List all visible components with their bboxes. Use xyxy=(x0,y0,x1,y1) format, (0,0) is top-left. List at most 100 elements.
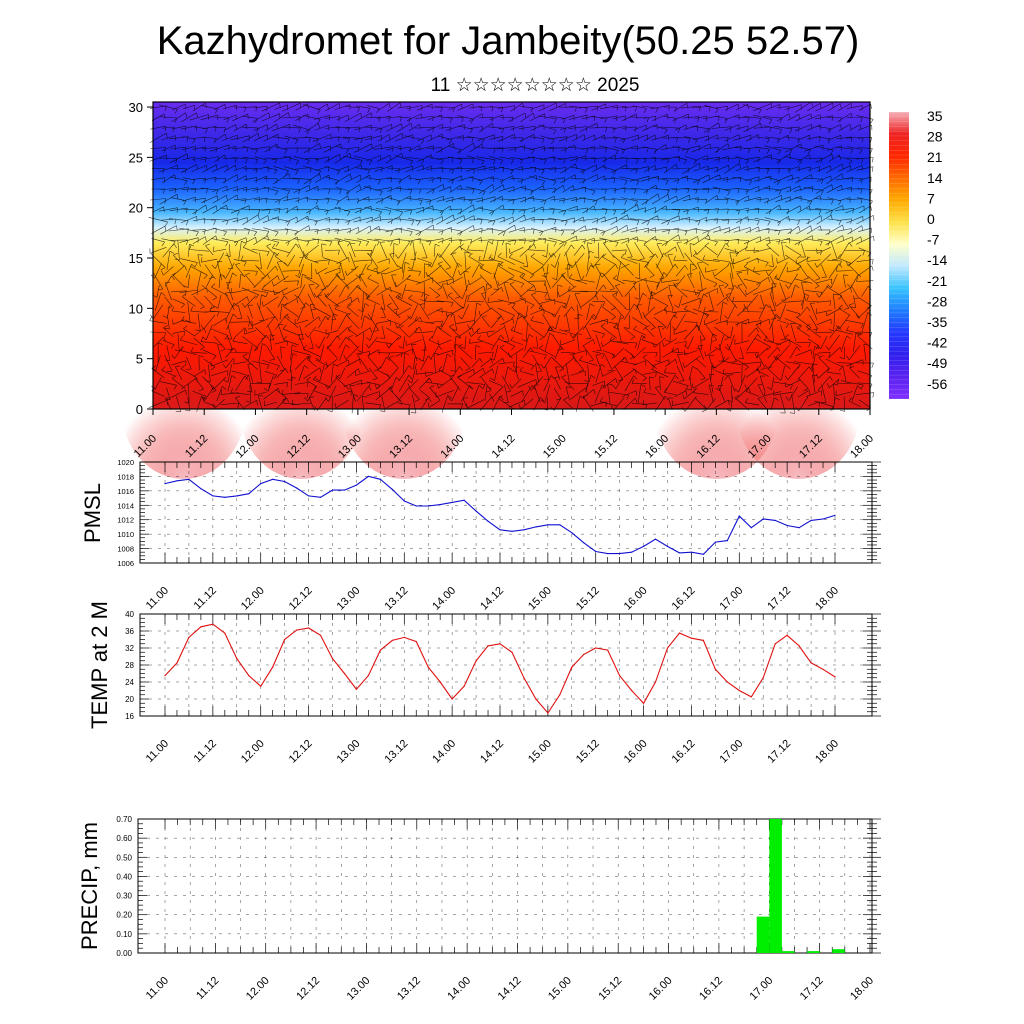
y-tick-label: 32 xyxy=(125,644,134,653)
x-tick-label: 15.00 xyxy=(526,585,554,613)
colorbar-strip xyxy=(889,112,909,399)
precip-bar xyxy=(769,819,782,953)
x-tick-label: 11.12 xyxy=(194,975,221,1002)
pmsl-point xyxy=(236,495,238,497)
temp-2m-point xyxy=(319,634,322,636)
y-axis-label: PMSL xyxy=(80,483,105,543)
heatmap-y-tick-label: 5 xyxy=(136,352,143,367)
x-tick-label: 12.12 xyxy=(287,585,315,613)
pmsl-point xyxy=(571,532,573,534)
pmsl-point xyxy=(367,475,369,477)
y-tick-label: 0.70 xyxy=(116,815,132,824)
temp-2m-point xyxy=(690,637,693,639)
temp-2m-point xyxy=(738,689,740,692)
temp-2m-point xyxy=(224,632,226,634)
temp-2m-point xyxy=(571,666,573,668)
temp-2m-point xyxy=(260,685,262,687)
pmsl-point xyxy=(308,495,310,497)
pmsl-point xyxy=(750,527,752,529)
colorbar-label: -49 xyxy=(927,355,947,371)
pmsl-point xyxy=(212,495,214,497)
x-tick-label: 11.00 xyxy=(144,585,171,612)
temp-2m-point xyxy=(643,702,645,704)
y-tick-label: 1020 xyxy=(117,458,134,467)
temp-2m-point xyxy=(702,639,705,642)
x-tick-label: 16.12 xyxy=(670,585,698,613)
temp-2m-point xyxy=(451,698,453,700)
heatmap-y-tick-label: 25 xyxy=(129,150,143,165)
x-tick-label: 11.00 xyxy=(144,975,171,1002)
pmsl-point xyxy=(595,550,597,553)
pmsl-point xyxy=(654,538,657,540)
x-tick-label: 15.00 xyxy=(526,738,554,766)
temp-2m-point xyxy=(236,658,238,660)
pmsl-point xyxy=(463,499,465,501)
y-tick-label: 24 xyxy=(125,678,134,687)
temp-2m-point xyxy=(595,647,597,649)
x-tick-label: 12.00 xyxy=(239,738,267,766)
y-tick-label: 0.60 xyxy=(116,834,132,843)
panel-frame xyxy=(139,461,873,564)
pmsl-point xyxy=(535,526,537,528)
temp-2m-point xyxy=(654,681,657,683)
temp-2m-point xyxy=(750,696,752,698)
y-tick-label: 36 xyxy=(125,627,134,636)
pmsl-point xyxy=(834,514,836,517)
colorbar-label: 21 xyxy=(927,149,943,165)
temp-2m-point xyxy=(798,645,800,647)
grid xyxy=(140,462,872,563)
temp-2m-point xyxy=(379,649,381,651)
heatmap-y-tick-label: 30 xyxy=(129,100,143,115)
temp-2m-point xyxy=(678,632,681,634)
temp-2m-point xyxy=(762,677,764,679)
y-tick-label: 1012 xyxy=(117,516,134,525)
colorbar-label: 14 xyxy=(927,170,943,186)
pmsl-point xyxy=(774,519,776,522)
pmsl-point xyxy=(176,480,178,482)
y-tick-label: 1018 xyxy=(117,472,134,481)
pmsl-point xyxy=(499,529,501,531)
pmsl-point xyxy=(714,541,717,543)
x-tick-label: 15.12 xyxy=(574,738,602,766)
pmsl-point xyxy=(296,487,298,489)
y-tick-label: 1016 xyxy=(117,487,134,496)
pmsl-point xyxy=(224,496,226,498)
x-tick-label: 17.00 xyxy=(717,738,745,766)
pmsl-point xyxy=(666,545,669,548)
pmsl-point xyxy=(643,545,645,548)
x-tick-label: 12.12 xyxy=(287,738,315,766)
pmsl-point xyxy=(379,478,381,480)
temp-2m-point xyxy=(415,641,417,643)
pmsl-point xyxy=(415,505,417,507)
chart-title: Kazhydromet for Jambeity(50.25 52.57) xyxy=(157,19,860,63)
temp-2m-point xyxy=(403,636,405,639)
temp-2m-point xyxy=(559,694,561,696)
x-tick-label: 13.00 xyxy=(345,975,373,1003)
temp-2m-point xyxy=(499,643,501,645)
y-tick-label: 1008 xyxy=(117,545,134,554)
y-tick-label: 0.40 xyxy=(116,872,132,881)
heatmap-x-tick-label: 15.12 xyxy=(592,433,620,461)
x-tick-label: 13.12 xyxy=(395,975,423,1003)
precip-bar xyxy=(807,951,820,953)
pmsl-point xyxy=(200,488,202,490)
precip-panel: 0.00 0.10 0.20 0.30 0.40 0.50 0.60 0.70 11.00 11.… xyxy=(77,815,881,1003)
x-tick-label: 12.12 xyxy=(294,975,322,1003)
pmsl-point xyxy=(260,483,262,485)
pmsl-point xyxy=(678,552,681,554)
temp-2m-point xyxy=(355,688,357,690)
temp-2m-point xyxy=(439,681,441,683)
temp-2m-point xyxy=(535,698,537,700)
x-tick-label: 11.12 xyxy=(192,585,219,612)
pmsl-point xyxy=(583,542,585,544)
temp-2m-point xyxy=(822,668,824,670)
temp-2m-point xyxy=(164,675,166,677)
pmsl-point xyxy=(690,551,693,553)
colorbar-label: 7 xyxy=(927,190,935,206)
colorbar-label: 28 xyxy=(927,129,943,145)
temp-2m-point xyxy=(631,689,633,692)
pmsl-point xyxy=(702,553,705,555)
temp-2m-point xyxy=(248,675,250,677)
pmsl-point xyxy=(822,518,824,520)
